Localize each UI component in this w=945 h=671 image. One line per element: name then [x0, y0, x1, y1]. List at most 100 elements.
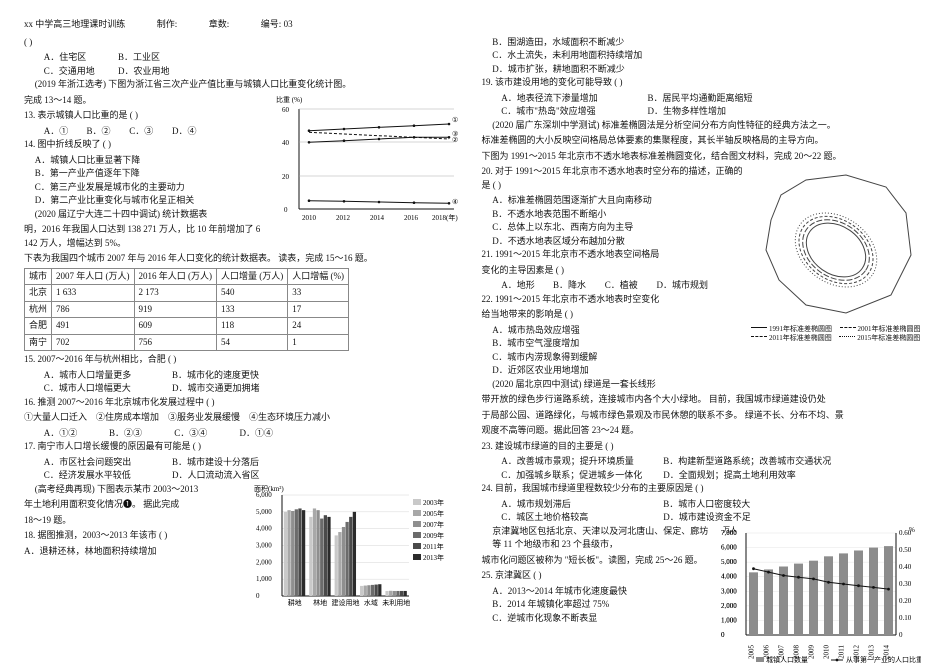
th: 城市 [25, 268, 52, 285]
q23-c: C．加强城乡联系；促进城乡一体化 [501, 469, 663, 483]
svg-text:2010: 2010 [823, 644, 831, 659]
q23-d: D．全面规划；提高土地利用效率 [663, 469, 796, 483]
opt-d: D．农业用地 [118, 65, 190, 79]
map-legend: 1991年标准差椭圆图 2001年标准差椭圆图 2011年标准差椭圆图 2015… [751, 325, 921, 343]
svg-text:2014: 2014 [370, 214, 385, 222]
q18-c: C．水土流失，未利用地面积持续增加 [482, 49, 922, 63]
hdr-chapter-lbl: 章数: [209, 18, 230, 32]
svg-text:4,000: 4,000 [256, 524, 272, 532]
q21-a: A．地形 [501, 279, 551, 293]
chart-jjj: 0 1 000 2 000 3 000 4 000 5 000 6 000 7 … [721, 525, 921, 670]
q15-b: B．城市化的速度更快 [172, 369, 259, 383]
src4c: 下图为 1991～2015 年北京市不透水地表标准差椭圆变化，结合图文材料，完成… [482, 150, 922, 164]
q15: 15. 2007～2016 年与杭州相比，合肥 ( ) [24, 353, 464, 367]
q16-b: B．②③ [109, 427, 172, 441]
svg-text:建设用地: 建设用地 [331, 598, 359, 607]
svg-text:林地: 林地 [313, 598, 327, 607]
chart1-title: 比重 (%) [276, 95, 303, 104]
svg-text:2012: 2012 [336, 214, 351, 222]
svg-text:①: ① [452, 116, 458, 124]
svg-text:5,000: 5,000 [721, 558, 737, 566]
q17: 17. 南宁市人口增长缓慢的原因最有可能是 ( ) [24, 440, 464, 454]
q23-a: A．改善城市景观；提升环境质量 [501, 455, 663, 469]
svg-text:万人: 万人 [723, 526, 737, 534]
q19-a: A．地表径流下渗量增加 [501, 92, 645, 106]
hdr-gap3 [232, 18, 259, 32]
q15-c: C．城市人口增幅更大 [44, 382, 170, 396]
svg-text:2013年: 2013年 [423, 553, 444, 562]
q13-c: C．③ [129, 125, 170, 139]
svg-text:0.10: 0.10 [899, 614, 912, 622]
svg-text:2018(年): 2018(年) [432, 213, 458, 222]
svg-text:0: 0 [721, 631, 725, 639]
svg-text:0.20: 0.20 [899, 597, 912, 605]
opt-c: C．交通用地 [44, 65, 116, 79]
q23-b: B．构建新型道路系统；改善城市交通状况 [663, 455, 831, 469]
q23: 23. 建设城市绿道的目的主要是 ( ) [482, 440, 922, 454]
svg-text:2,000: 2,000 [721, 601, 737, 609]
q19: 19. 该市建设用地的变化可能导致 ( ) [482, 76, 922, 90]
src5b: 带开放的绿色步行道路系统，连接城市内各个大小绿地。 目前，我国城市绿道建设仍处 [482, 393, 922, 407]
svg-text:从事第一产业的人口比重: 从事第一产业的人口比重 [846, 655, 921, 664]
q18-d: D．城市扩张，耕地面积不断减少 [482, 63, 922, 77]
q18-b: B．围湖造田，水域面积不断减少 [482, 36, 922, 50]
q13-d: D．④ [172, 125, 213, 139]
svg-text:2016: 2016 [404, 214, 419, 222]
svg-text:0.30: 0.30 [899, 580, 912, 588]
src4a: (2020 届广东深圳中学测试) 标准差椭圆法是分析空间分布方向性特征的经典方法… [482, 119, 922, 133]
hdr-id-lbl: 编号: [261, 18, 282, 32]
th: 人口增量 (万人) [217, 268, 288, 285]
svg-text:未利用地: 未利用地 [382, 598, 410, 607]
svg-text:城镇人口数量: 城镇人口数量 [766, 655, 808, 664]
src5c: 于局部公园、道路绿化，与城市绿色景观及市民休憩的联系不多。 绿道不长、分布不均、… [482, 409, 922, 423]
q17-b: B．城市建设十分落后 [172, 456, 259, 470]
svg-text:3,000: 3,000 [721, 587, 737, 595]
q17-a: A．市区社会问题突出 [44, 456, 170, 470]
q24: 24. 目前，我国城市绿道里程数较少分布的主要原因是 ( ) [482, 482, 922, 496]
q24-a: A．城市规划滞后 [501, 498, 663, 512]
q24-c: C．城区土地价格较高 [501, 511, 663, 525]
beijing-map: 1991年标准差椭圆图 2001年标准差椭圆图 2011年标准差椭圆图 2015… [751, 165, 921, 343]
svg-text:0: 0 [284, 206, 288, 214]
q17-c: C．经济发展水平较低 [44, 469, 170, 483]
svg-text:2009: 2009 [808, 644, 816, 659]
svg-text:%: % [909, 526, 915, 534]
q16-d: D．①④ [240, 427, 312, 441]
hdr-gap2 [180, 18, 207, 32]
svg-text:耕地: 耕地 [287, 598, 301, 607]
svg-text:3,000: 3,000 [256, 541, 272, 549]
svg-text:1,000: 1,000 [256, 575, 272, 583]
q22-d: D．近郊区农业用地增加 [482, 364, 922, 378]
q19-c: C．城市"热岛"效应增强 [501, 105, 645, 119]
q19-d: D．生物多样性增加 [648, 105, 727, 119]
stat-line2: 下表为我国四个城市 2007 年与 2016 年人口变化的统计数据表。 读表，完… [24, 252, 464, 266]
chart-landuse: 面积(km²)01,0002,0003,0004,0005,0006,000耕地… [254, 483, 464, 623]
src5d: 观度不高等问题。据此回答 23～24 题。 [482, 424, 922, 438]
svg-text:60: 60 [282, 106, 290, 114]
svg-text:2005: 2005 [748, 644, 756, 659]
svg-text:2011: 2011 [838, 644, 846, 658]
table-row: 杭州78691913317 [25, 301, 349, 318]
svg-text:40: 40 [282, 139, 290, 147]
src5a: (2020 届北京四中测试) 绿道是一套长线形 [482, 378, 922, 392]
svg-text:2,000: 2,000 [256, 558, 272, 566]
table-row: 南宁702756541 [25, 334, 349, 351]
svg-text:0: 0 [256, 592, 260, 600]
svg-text:1,000: 1,000 [721, 616, 737, 624]
q13-a: A．① [44, 125, 85, 139]
svg-text:③: ③ [452, 130, 458, 138]
left-column: ( ) A．住宅区 B．工业区 C．交通用地 D．农业用地 (2019 年浙江选… [24, 36, 464, 671]
svg-text:2010: 2010 [302, 214, 317, 222]
q21-c: C．植被 [605, 279, 655, 293]
th: 2007 年人口 (万人) [52, 268, 135, 285]
svg-text:6,000: 6,000 [721, 543, 737, 551]
q22-c: C．城市内涝现象得到缓解 [482, 351, 922, 365]
q16: 16. 推测 2007～2016 年北京城市化发展过程中 ( ) [24, 396, 464, 410]
hdr-school: xx 中学高三地理课时训练 [24, 18, 125, 32]
svg-text:④: ④ [452, 198, 458, 206]
q16sub: ①大量人口迁入 ②住房成本增加 ③服务业发展缓慢 ④生态环境压力减小 [24, 411, 464, 425]
svg-text:水域: 水域 [363, 598, 377, 607]
q15-a: A．城市人口增量更多 [44, 369, 170, 383]
svg-text:20: 20 [282, 173, 290, 181]
svg-text:0.40: 0.40 [899, 563, 912, 571]
